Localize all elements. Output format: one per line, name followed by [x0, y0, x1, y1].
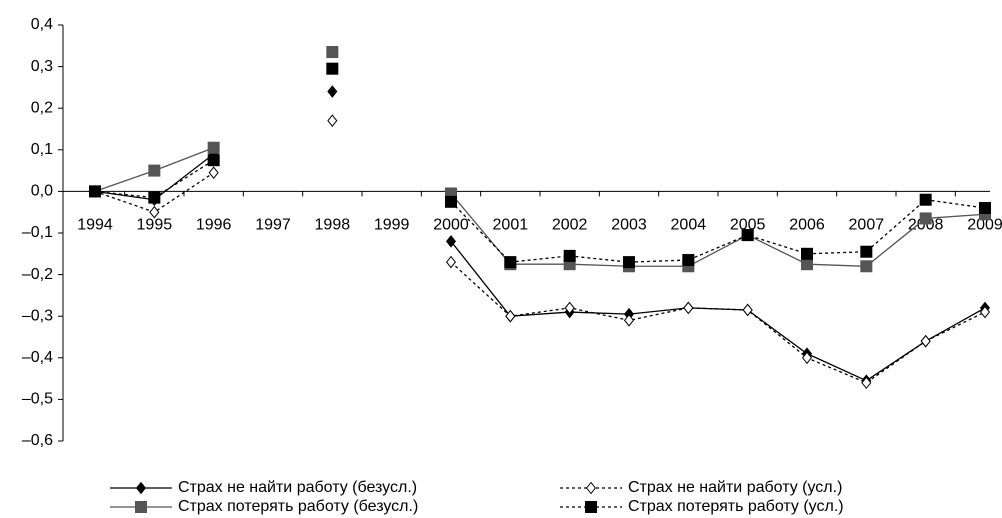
- y-tick-label: –0,4: [22, 349, 53, 366]
- data-point: [89, 185, 101, 198]
- x-tick-label: 2004: [671, 217, 707, 234]
- series-line: [94, 159, 986, 263]
- y-tick-label: –0,2: [22, 266, 53, 283]
- y-tick-label: –0,6: [22, 432, 53, 449]
- y-tick-label: 0,4: [31, 16, 53, 33]
- data-point: [445, 235, 457, 248]
- legend-label: Страх потерять работу (безусл.): [178, 498, 418, 515]
- data-point: [682, 254, 695, 267]
- data-point: [148, 191, 161, 204]
- data-point: [327, 85, 338, 98]
- y-tick-label: –0,1: [22, 224, 53, 241]
- data-point: [623, 256, 635, 269]
- data-point: [505, 309, 516, 323]
- data-point: [979, 202, 991, 215]
- x-tick-label: 2003: [611, 217, 647, 234]
- data-point: [327, 114, 338, 127]
- data-point: [860, 245, 873, 258]
- data-point: [683, 301, 694, 315]
- data-point: [207, 141, 220, 154]
- data-point: [861, 376, 872, 390]
- y-tick-label: 0,0: [31, 183, 53, 200]
- legend-marker: [135, 501, 147, 513]
- data-point: [326, 62, 339, 75]
- x-tick-label: 2005: [730, 217, 766, 234]
- data-point: [741, 229, 754, 242]
- x-tick-label: 1996: [196, 217, 232, 234]
- data-point: [860, 260, 873, 273]
- series-line: [94, 172, 986, 384]
- legend-marker: [585, 501, 597, 513]
- y-tick-label: 0,3: [31, 58, 53, 75]
- x-tick-label: 1995: [137, 217, 173, 234]
- x-tick-label: 2009: [967, 217, 1002, 234]
- data-point: [801, 351, 813, 365]
- x-tick-label: 2002: [552, 217, 588, 234]
- data-point: [148, 164, 161, 177]
- legend-marker: [135, 481, 147, 495]
- y-tick-label: 0,2: [31, 99, 53, 116]
- data-point: [445, 255, 457, 269]
- data-point: [623, 314, 635, 327]
- data-point: [919, 193, 932, 206]
- y-tick-label: –0,3: [22, 307, 53, 324]
- legend-marker: [585, 481, 597, 495]
- data-point: [208, 166, 219, 179]
- data-point: [742, 303, 753, 317]
- x-tick-label: 2006: [789, 217, 825, 234]
- y-tick-label: 0,1: [31, 141, 53, 158]
- data-point: [801, 247, 813, 260]
- x-tick-label: 2007: [849, 217, 885, 234]
- legend-label: Страх не найти работу (безусл.): [178, 479, 417, 496]
- x-tick-label: 1999: [374, 217, 410, 234]
- series-line: [94, 153, 986, 382]
- x-tick-label: 2008: [908, 217, 944, 234]
- data-point: [564, 301, 575, 315]
- data-point: [207, 154, 220, 167]
- x-tick-label: 2001: [493, 217, 529, 234]
- legend-label: Страх потерять работу (усл.): [628, 498, 844, 515]
- data-point: [801, 258, 813, 271]
- data-point: [979, 305, 991, 319]
- data-point: [504, 256, 517, 269]
- legend-label: Страх не найти работу (усл.): [628, 479, 842, 496]
- data-point: [563, 249, 576, 262]
- x-tick-label: 1994: [77, 217, 113, 234]
- x-tick-label: 1997: [255, 217, 291, 234]
- data-point: [326, 46, 339, 59]
- x-tick-label: 2000: [433, 217, 469, 234]
- x-tick-label: 1998: [315, 217, 351, 234]
- data-point: [919, 212, 932, 225]
- data-point: [149, 205, 160, 219]
- data-point: [920, 334, 931, 348]
- y-tick-label: –0,5: [22, 391, 53, 408]
- series-line: [94, 147, 986, 267]
- data-point: [445, 195, 457, 208]
